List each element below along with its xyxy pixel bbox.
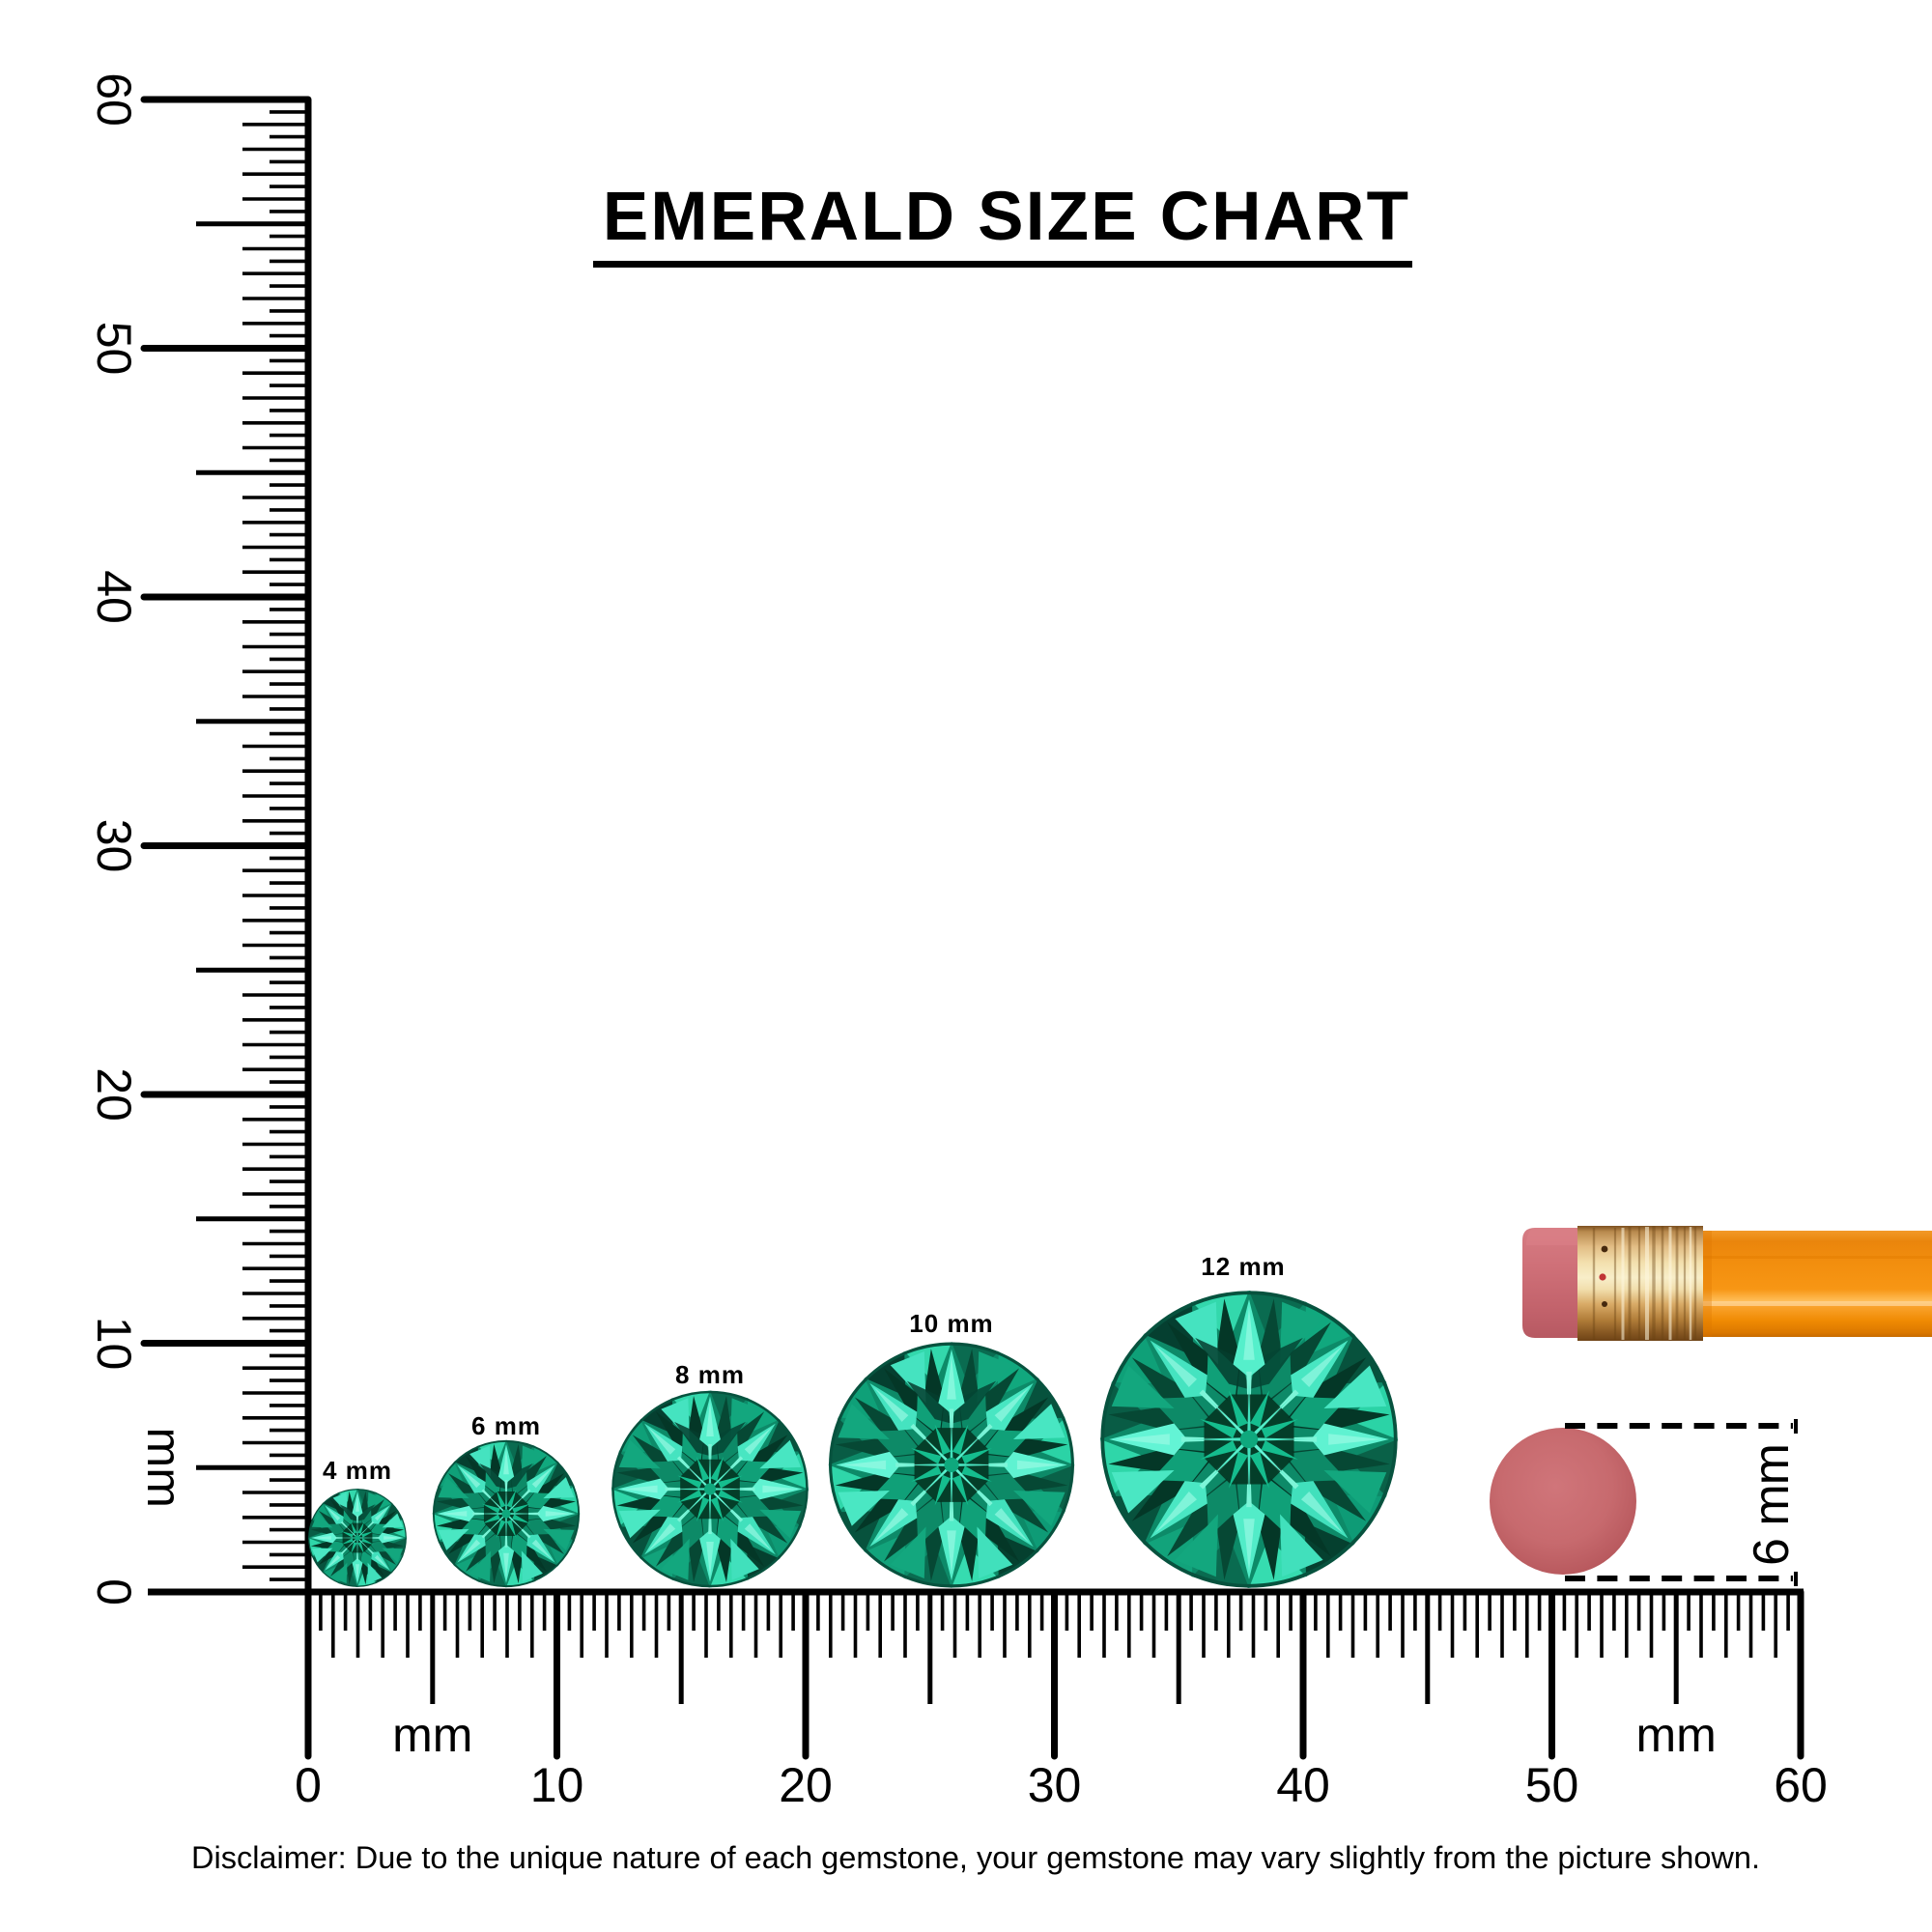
svg-text:8 mm: 8 mm (675, 1360, 745, 1389)
svg-text:6 mm: 6 mm (471, 1411, 541, 1440)
svg-text:30: 30 (87, 819, 141, 873)
svg-text:40: 40 (1276, 1758, 1330, 1812)
svg-text:40: 40 (87, 570, 141, 624)
svg-text:6 mm: 6 mm (1744, 1444, 1800, 1566)
svg-text:10: 10 (530, 1758, 584, 1812)
svg-text:mm: mm (1636, 1708, 1717, 1762)
svg-text:12 mm: 12 mm (1201, 1252, 1285, 1281)
svg-text:mm: mm (137, 1428, 191, 1508)
svg-text:Disclaimer: Due to the unique: Disclaimer: Due to the unique nature of … (191, 1840, 1760, 1875)
svg-text:50: 50 (1525, 1758, 1579, 1812)
svg-text:0: 0 (87, 1578, 141, 1605)
svg-text:20: 20 (779, 1758, 833, 1812)
svg-text:20: 20 (87, 1067, 141, 1122)
svg-text:10 mm: 10 mm (909, 1309, 993, 1338)
svg-text:0: 0 (295, 1758, 322, 1812)
svg-text:30: 30 (1028, 1758, 1082, 1812)
svg-text:EMERALD SIZE CHART: EMERALD SIZE CHART (603, 179, 1410, 255)
svg-text:10: 10 (87, 1317, 141, 1371)
svg-text:60: 60 (87, 72, 141, 127)
svg-text:50: 50 (87, 322, 141, 376)
svg-text:60: 60 (1774, 1758, 1828, 1812)
svg-text:4 mm: 4 mm (323, 1456, 392, 1485)
svg-text:mm: mm (392, 1708, 472, 1762)
